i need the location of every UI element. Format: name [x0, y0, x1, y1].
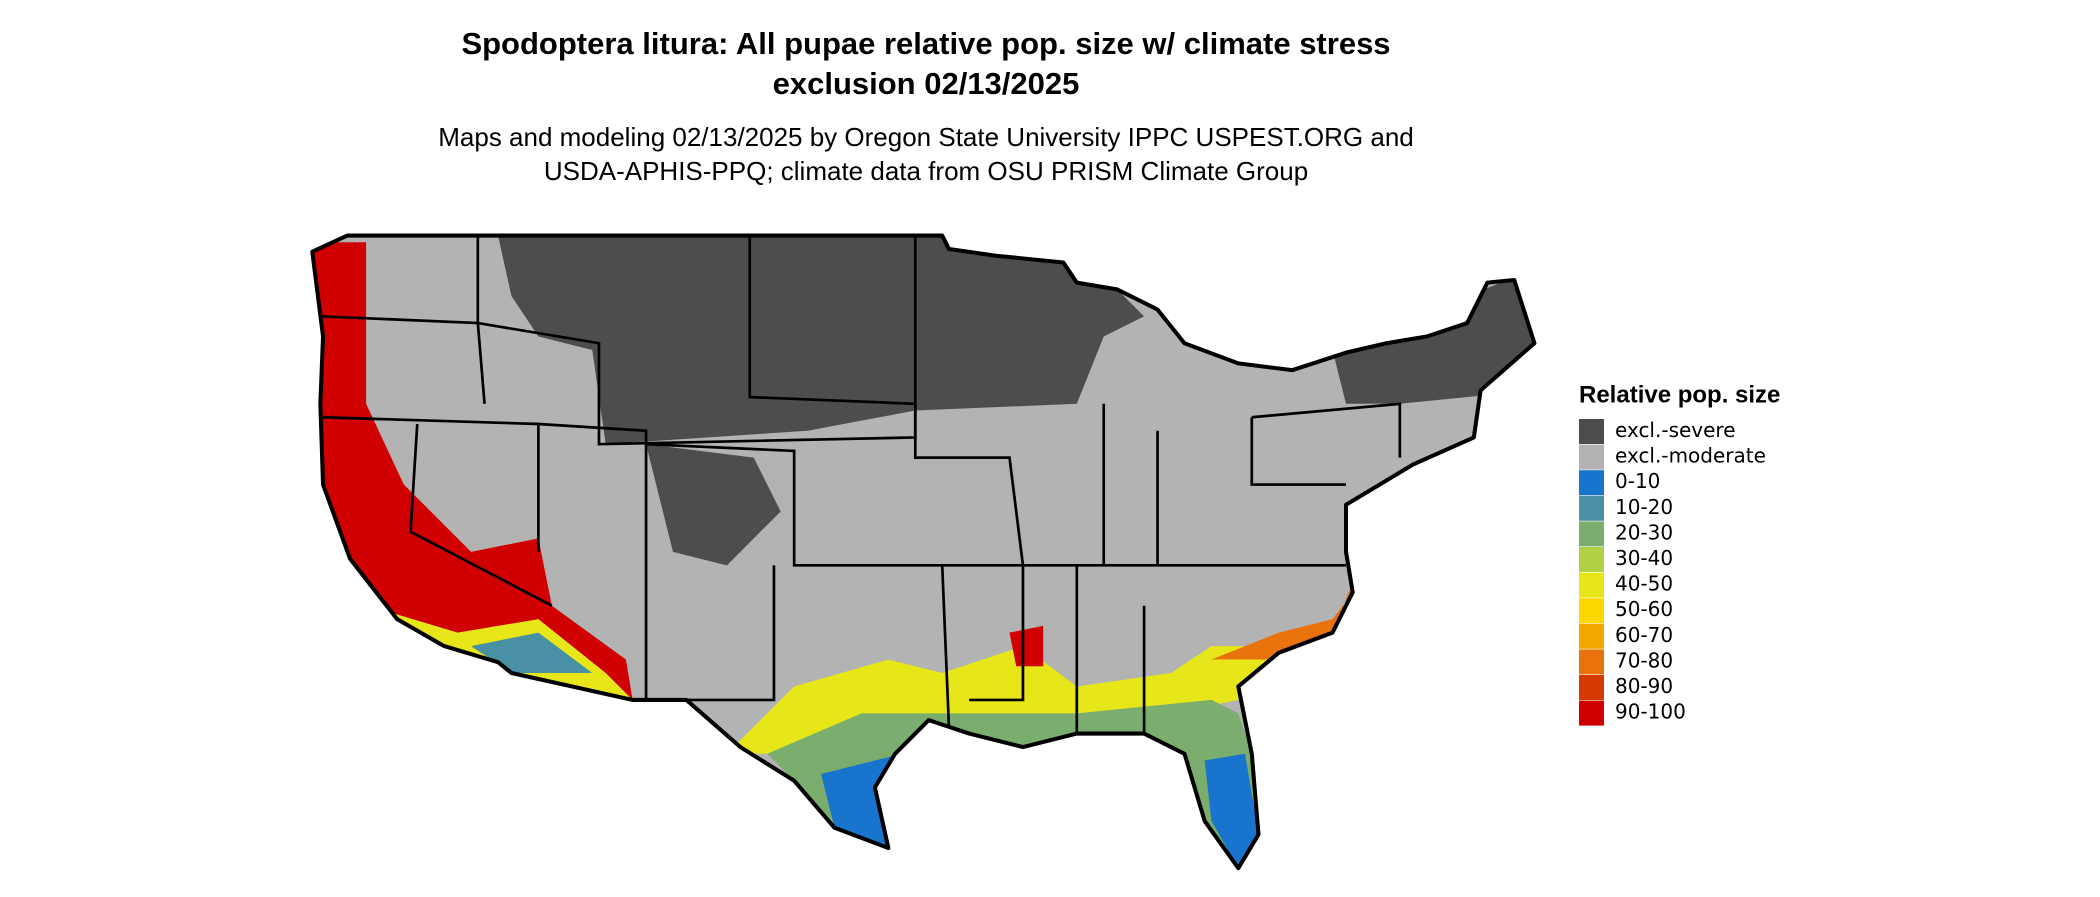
region-severe: [498, 235, 1145, 445]
region-low: [767, 699, 1259, 869]
legend-swatch: [1579, 572, 1604, 598]
legend-swatch: [1579, 649, 1604, 675]
legend-label: 40-50: [1615, 572, 1673, 596]
legend-swatch: [1579, 675, 1604, 700]
legend-label: 90-100: [1615, 700, 1686, 724]
legend-swatch: [1579, 623, 1604, 649]
region-high: [1211, 551, 1360, 660]
subtitle-line: Maps and modeling 02/13/2025 by Oregon S…: [438, 122, 1414, 152]
region-severe: [646, 444, 781, 566]
us-outline: [310, 233, 1537, 871]
legend-label: 80-90: [1615, 674, 1673, 698]
legend-label: 70-80: [1615, 648, 1673, 672]
legend-swatch: [1579, 521, 1604, 547]
region-high: [312, 242, 633, 700]
legend-swatch: [1579, 547, 1604, 572]
legend: excl.-severeexcl.-moderate0-1010-2020-30…: [1579, 418, 1766, 726]
legend-swatch: [1579, 700, 1604, 726]
legend-label: excl.-moderate: [1615, 444, 1766, 468]
map-fill: [312, 235, 1535, 869]
legend-label: 30-40: [1615, 546, 1673, 570]
legend-swatch: [1579, 598, 1604, 624]
legend-title: Relative pop. size: [1579, 381, 1780, 408]
legend-swatch: [1579, 495, 1604, 521]
legend-swatch: [1579, 444, 1604, 470]
subtitle-line: USDA-APHIS-PPQ; climate data from OSU PR…: [544, 156, 1308, 186]
state-lines: [320, 235, 1402, 734]
legend-swatch: [1579, 470, 1604, 496]
region-high: [1009, 625, 1044, 667]
legend-label: excl.-severe: [1615, 418, 1736, 442]
legend-label: 20-30: [1615, 520, 1673, 544]
legend-label: 10-20: [1615, 495, 1673, 519]
title-line: exclusion 02/13/2025: [773, 66, 1080, 101]
title-line: Spodoptera litura: All pupae relative po…: [461, 26, 1390, 61]
legend-label: 60-70: [1615, 623, 1673, 647]
us-map: [310, 233, 1537, 871]
region-lowest: [1204, 753, 1259, 869]
legend-label: 50-60: [1615, 597, 1673, 621]
legend-swatch: [1579, 419, 1604, 444]
region-severe: [1332, 269, 1535, 404]
legend-label: 0-10: [1615, 469, 1660, 493]
